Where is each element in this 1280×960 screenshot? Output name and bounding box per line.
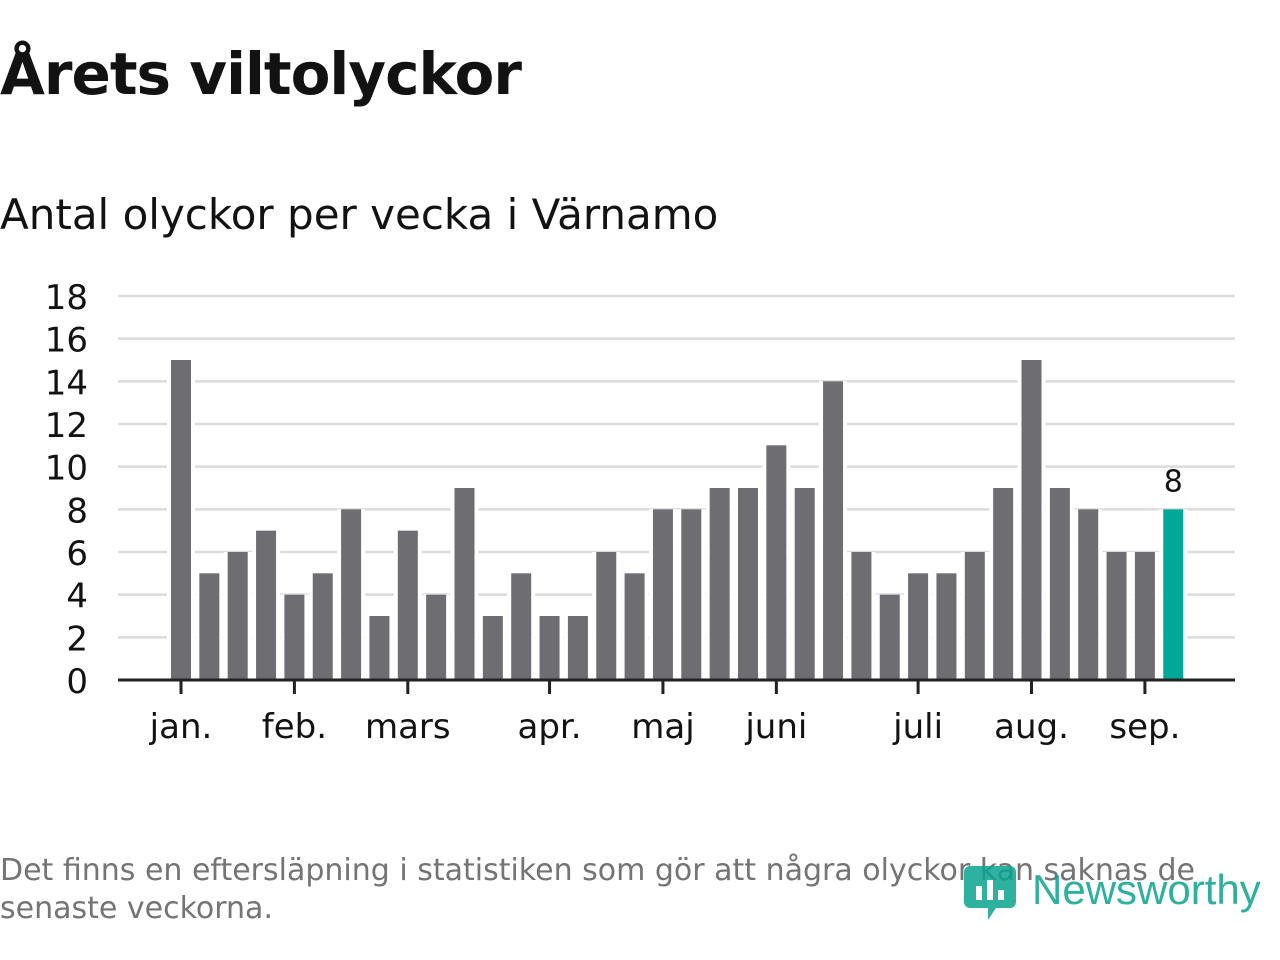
bar — [256, 530, 277, 680]
x-tick-label: feb. — [262, 707, 327, 747]
bar — [596, 552, 617, 680]
bar — [936, 573, 957, 680]
bar — [624, 573, 645, 680]
x-tick-label: juli — [892, 707, 943, 747]
bar — [964, 552, 985, 680]
bar — [709, 488, 730, 680]
bar — [284, 594, 305, 680]
x-tick-label: sep. — [1109, 707, 1180, 747]
bar — [652, 509, 673, 680]
bar — [341, 509, 362, 680]
bar — [1049, 488, 1070, 680]
y-tick-label: 8 — [66, 491, 88, 531]
bar — [1106, 552, 1127, 680]
bar — [993, 488, 1014, 680]
bar — [766, 445, 787, 680]
bar-highlight — [1163, 509, 1184, 680]
bar — [851, 552, 872, 680]
y-tick-label: 12 — [45, 406, 88, 446]
y-tick-label: 0 — [66, 662, 88, 702]
bar — [1021, 360, 1042, 680]
y-tick-label: 2 — [66, 619, 88, 659]
bar — [738, 488, 758, 680]
y-tick-label: 6 — [66, 534, 88, 574]
bar — [482, 616, 503, 680]
bar — [369, 616, 390, 680]
y-tick-label: 18 — [45, 278, 88, 318]
bar — [794, 488, 815, 680]
bar — [1134, 552, 1155, 680]
bar — [227, 552, 248, 680]
x-tick-label: jan. — [149, 707, 213, 747]
y-tick-label: 16 — [45, 321, 88, 361]
x-tick-label: mars — [365, 707, 451, 747]
bar — [539, 616, 560, 680]
bars — [167, 360, 1188, 680]
data-labels: 8 — [1164, 464, 1183, 499]
newsworthy-logo-icon — [964, 866, 1016, 920]
bar — [908, 573, 929, 680]
x-tick-label: aug. — [994, 707, 1069, 747]
x-tick-label: juni — [744, 707, 807, 747]
bar — [199, 573, 220, 680]
newsworthy-logo-text: Newsworthy — [1032, 866, 1261, 913]
bar — [823, 381, 844, 680]
bar — [511, 573, 532, 680]
x-tick-label: maj — [631, 707, 694, 747]
x-axis-ticks: jan. feb. mars apr. maj juni juli aug. sep. — [149, 680, 1180, 747]
chart-title: Årets viltolyckor — [0, 40, 522, 108]
bar — [312, 573, 333, 680]
y-tick-label: 14 — [45, 363, 88, 403]
bar — [879, 594, 900, 680]
y-tick-label: 4 — [66, 577, 88, 617]
highlight-data-label: 8 — [1164, 464, 1183, 499]
bar — [681, 509, 702, 680]
x-tick-label: apr. — [518, 707, 582, 747]
bar — [567, 616, 588, 680]
bar — [1078, 509, 1099, 680]
bar — [426, 594, 447, 680]
bar — [397, 530, 418, 680]
bar — [454, 488, 475, 680]
bar — [171, 360, 191, 680]
y-tick-label: 10 — [45, 449, 88, 489]
chart-subtitle: Antal olyckor per vecka i Värnamo — [0, 190, 719, 239]
